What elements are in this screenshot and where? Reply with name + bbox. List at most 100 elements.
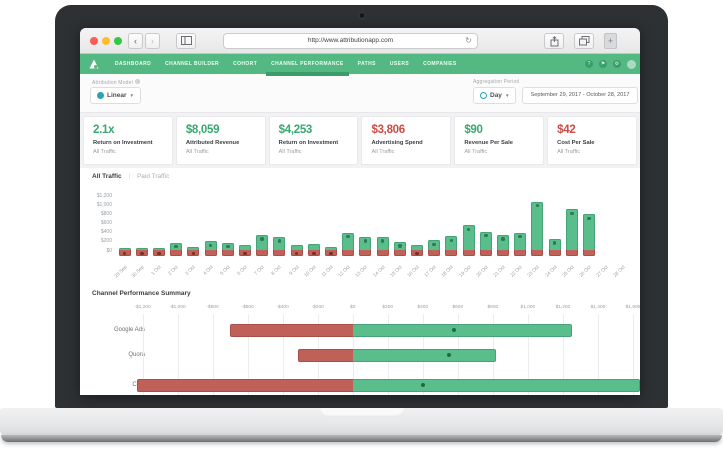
share-button[interactable] — [544, 33, 564, 49]
daily-bar-revenue[interactable] — [565, 209, 578, 250]
notifications-icon[interactable]: ⚑ — [599, 60, 607, 68]
revenue-marker-dot — [346, 234, 350, 239]
daily-bar-spend[interactable] — [514, 250, 527, 257]
daily-bar-spend[interactable] — [497, 250, 509, 257]
daily-bar-revenue[interactable] — [531, 201, 544, 250]
gridline — [212, 314, 214, 395]
revenue-marker-dot — [449, 238, 454, 243]
daily-bar-revenue[interactable] — [153, 247, 165, 250]
tab-overview-button[interactable] — [574, 33, 594, 49]
gridline — [142, 314, 144, 395]
settings-icon[interactable]: ⚙ — [613, 60, 621, 68]
daily-bar-spend[interactable] — [170, 250, 183, 257]
channel-bar-spend[interactable] — [298, 348, 353, 362]
channel-bar-revenue[interactable] — [352, 323, 572, 337]
chevron-down-icon: ▼ — [129, 93, 134, 98]
daily-bar-revenue[interactable] — [445, 236, 458, 250]
summary-chart-title: Channel Performance Summary — [92, 290, 191, 297]
reload-icon[interactable]: ↻ — [465, 36, 472, 45]
tab-all-traffic[interactable]: All Traffic — [92, 173, 122, 180]
sidebar-toggle-button[interactable] — [176, 33, 196, 49]
nav-item-channel-performance[interactable]: CHANNEL PERFORMANCE — [264, 54, 351, 76]
channel-bar-spend[interactable] — [137, 378, 353, 392]
daily-bar-spend[interactable] — [548, 250, 561, 257]
daily-bar-revenue[interactable] — [342, 232, 355, 250]
kpi-value: $4,253 — [278, 124, 313, 136]
kpi-scope: All Traffic — [278, 148, 302, 155]
revenue-marker-dot — [226, 244, 230, 249]
daily-bar-revenue[interactable] — [187, 247, 200, 250]
window-zoom-button[interactable] — [114, 37, 122, 45]
daily-bar-revenue[interactable] — [514, 232, 527, 250]
daily-bar-spend[interactable] — [256, 250, 269, 257]
tab-paid-traffic[interactable]: Paid Traffic — [136, 173, 170, 180]
nav-item-users[interactable]: USERS — [389, 61, 410, 67]
daily-bar-revenue[interactable] — [411, 245, 423, 250]
daily-bar-revenue[interactable] — [325, 246, 337, 250]
daily-bar-spend[interactable] — [531, 250, 544, 257]
daily-bar-spend[interactable] — [359, 250, 372, 257]
daily-bar-revenue[interactable] — [307, 243, 320, 250]
daily-bar-spend[interactable] — [479, 250, 492, 257]
daily-bar-revenue[interactable] — [359, 237, 372, 250]
daily-bar-revenue[interactable] — [118, 247, 131, 250]
nav-item-cohort[interactable]: COHORT — [233, 61, 258, 67]
daily-bar-spend[interactable] — [273, 250, 286, 257]
gridline — [527, 314, 529, 395]
daily-bar-revenue[interactable] — [583, 214, 595, 250]
attribution-model-dropdown[interactable]: Linear ▼ — [90, 87, 141, 104]
kpi-label: Return on Investment — [278, 140, 339, 146]
webcam-icon — [359, 13, 364, 18]
nav-item-paths[interactable]: PATHS — [357, 61, 376, 67]
forward-button[interactable]: › — [145, 33, 160, 49]
daily-bar-spend[interactable] — [445, 250, 458, 257]
daily-bar-spend[interactable] — [393, 250, 406, 257]
daily-bar-revenue[interactable] — [135, 247, 148, 250]
new-tab-button[interactable]: + — [604, 33, 617, 49]
aggregation-period-dropdown[interactable]: Day ▼ — [473, 87, 517, 104]
info-icon[interactable]: i — [134, 79, 140, 84]
daily-bar-revenue[interactable] — [290, 245, 303, 250]
daily-bar-revenue[interactable] — [479, 231, 492, 250]
daily-bar-revenue[interactable] — [239, 244, 251, 250]
summary-x-tick-label: $1,600 — [625, 305, 640, 310]
laptop-screen: ‹ › http://www.attributionapp.com ↻ — [55, 5, 668, 408]
channel-bar-spend[interactable] — [230, 323, 353, 337]
nav-item-channel-builder[interactable]: CHANNEL BUILDER — [165, 61, 220, 67]
daily-bar-revenue[interactable] — [376, 237, 389, 250]
browser-toolbar: ‹ › http://www.attributionapp.com ↻ — [80, 28, 640, 54]
nav-item-companies[interactable]: COMPANIES — [423, 61, 457, 67]
daily-bar-spend[interactable] — [583, 250, 595, 257]
profit-marker-dot — [420, 383, 425, 387]
nav-item-dashboard[interactable]: DASHBOARD — [115, 61, 152, 67]
y-tick-label: $200 — [100, 238, 112, 245]
window-minimize-button[interactable] — [102, 37, 110, 45]
help-icon[interactable]: ? — [585, 60, 593, 68]
summary-x-tick-label: $800 — [487, 305, 499, 310]
daily-bar-spend[interactable] — [462, 250, 475, 257]
daily-bar-spend[interactable] — [342, 250, 355, 257]
daily-bar-spend[interactable] — [428, 250, 441, 257]
daily-bar-spend[interactable] — [565, 250, 578, 257]
daily-bar-revenue[interactable] — [462, 225, 475, 250]
url-field[interactable]: http://www.attributionapp.com ↻ — [223, 33, 478, 49]
kpi-scope: All Traffic — [557, 148, 581, 155]
back-button[interactable]: ‹ — [128, 33, 143, 49]
y-tick-label: $1,200 — [96, 192, 112, 199]
daily-bar-revenue[interactable] — [256, 234, 269, 250]
user-avatar[interactable] — [627, 59, 636, 69]
daily-bar-spend[interactable] — [204, 250, 217, 257]
channel-bar-revenue[interactable] — [352, 348, 497, 362]
laptop-base-edge — [1, 435, 722, 442]
window-close-button[interactable] — [90, 37, 98, 45]
date-range-picker[interactable]: September 29, 2017 - October 28, 2017 — [522, 87, 638, 104]
filter-bar: Attribution Model i Linear ▼ Aggregation… — [80, 74, 640, 113]
revenue-marker-dot — [570, 211, 574, 216]
kpi-card: $3,806 Advertising Spend All Traffic — [361, 116, 452, 165]
daily-bar-revenue[interactable] — [273, 237, 286, 250]
daily-bar-spend[interactable] — [221, 250, 234, 257]
daily-bar-revenue[interactable] — [497, 234, 509, 250]
channel-bar-revenue[interactable] — [352, 378, 640, 392]
daily-bar-spend[interactable] — [376, 250, 389, 257]
